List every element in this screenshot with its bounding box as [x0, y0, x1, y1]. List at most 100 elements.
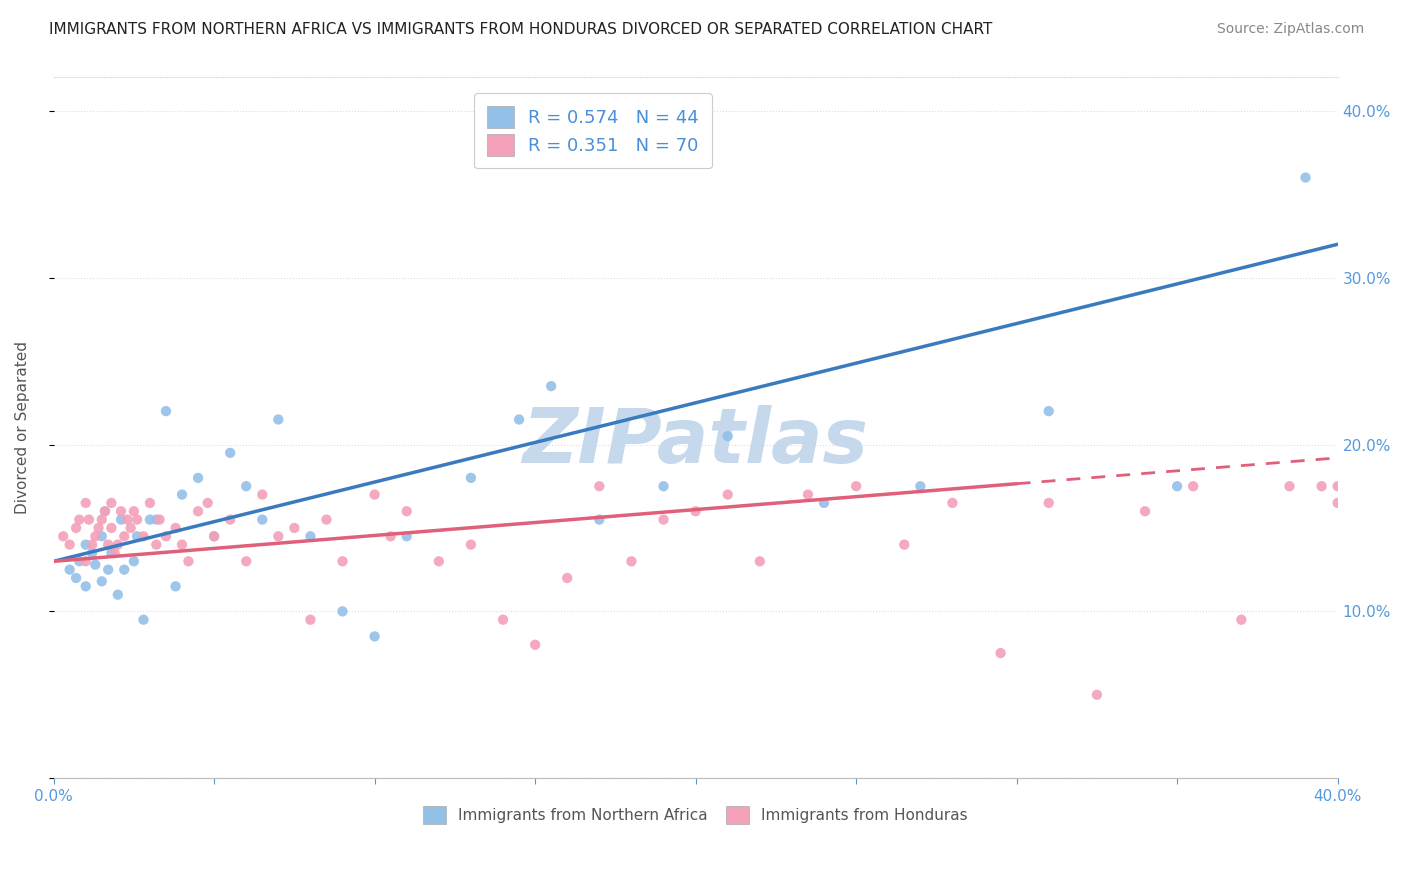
Point	[1038, 496, 1060, 510]
Point	[170, 538, 193, 552]
Point	[100, 521, 122, 535]
Point	[315, 513, 337, 527]
Point	[652, 513, 675, 527]
Point	[59, 563, 82, 577]
Point	[139, 496, 162, 510]
Point	[82, 546, 104, 560]
Point	[155, 404, 177, 418]
Point	[77, 513, 100, 527]
Point	[797, 487, 820, 501]
Text: Source: ZipAtlas.com: Source: ZipAtlas.com	[1216, 22, 1364, 37]
Point	[59, 538, 82, 552]
Point	[1278, 479, 1301, 493]
Point	[332, 604, 354, 618]
Point	[492, 613, 515, 627]
Point	[524, 638, 547, 652]
Point	[65, 571, 87, 585]
Point	[52, 529, 75, 543]
Point	[235, 554, 257, 568]
Point	[202, 529, 225, 543]
Text: IMMIGRANTS FROM NORTHERN AFRICA VS IMMIGRANTS FROM HONDURAS DIVORCED OR SEPARATE: IMMIGRANTS FROM NORTHERN AFRICA VS IMMIG…	[49, 22, 993, 37]
Point	[363, 487, 385, 501]
Point	[104, 546, 127, 560]
Point	[170, 487, 193, 501]
Point	[165, 521, 187, 535]
Point	[202, 529, 225, 543]
Point	[132, 613, 155, 627]
Point	[395, 504, 418, 518]
Point	[941, 496, 963, 510]
Point	[1133, 504, 1156, 518]
Point	[139, 513, 162, 527]
Point	[717, 429, 740, 443]
Point	[813, 496, 835, 510]
Point	[112, 529, 135, 543]
Point	[267, 412, 290, 426]
Point	[155, 529, 177, 543]
Point	[1295, 170, 1317, 185]
Point	[94, 504, 117, 518]
Point	[97, 563, 120, 577]
Point	[125, 529, 148, 543]
Point	[460, 471, 482, 485]
Point	[508, 412, 530, 426]
Point	[380, 529, 402, 543]
Point	[235, 479, 257, 493]
Point	[75, 554, 97, 568]
Point	[87, 521, 110, 535]
Point	[197, 496, 219, 510]
Point	[685, 504, 707, 518]
Point	[100, 546, 122, 560]
Legend: Immigrants from Northern Africa, Immigrants from Honduras: Immigrants from Northern Africa, Immigra…	[413, 797, 977, 834]
Point	[148, 513, 170, 527]
Point	[283, 521, 305, 535]
Point	[1085, 688, 1108, 702]
Point	[90, 574, 112, 589]
Point	[94, 504, 117, 518]
Point	[1182, 479, 1205, 493]
Point	[145, 538, 167, 552]
Point	[395, 529, 418, 543]
Point	[90, 529, 112, 543]
Point	[120, 521, 142, 535]
Point	[1166, 479, 1188, 493]
Point	[110, 504, 132, 518]
Point	[75, 538, 97, 552]
Point	[107, 588, 129, 602]
Point	[893, 538, 915, 552]
Point	[267, 529, 290, 543]
Point	[1310, 479, 1333, 493]
Point	[299, 529, 322, 543]
Point	[90, 513, 112, 527]
Point	[540, 379, 562, 393]
Point	[990, 646, 1012, 660]
Point	[145, 513, 167, 527]
Point	[588, 479, 610, 493]
Point	[1038, 404, 1060, 418]
Point	[363, 629, 385, 643]
Point	[219, 446, 242, 460]
Point	[555, 571, 578, 585]
Point	[332, 554, 354, 568]
Point	[460, 538, 482, 552]
Point	[67, 513, 90, 527]
Point	[252, 487, 274, 501]
Point	[177, 554, 200, 568]
Point	[299, 613, 322, 627]
Point	[125, 513, 148, 527]
Point	[75, 579, 97, 593]
Point	[110, 513, 132, 527]
Point	[910, 479, 932, 493]
Point	[132, 529, 155, 543]
Point	[84, 558, 107, 572]
Point	[717, 487, 740, 501]
Point	[427, 554, 450, 568]
Point	[187, 504, 209, 518]
Point	[652, 479, 675, 493]
Point	[112, 563, 135, 577]
Point	[748, 554, 770, 568]
Point	[82, 538, 104, 552]
Point	[252, 513, 274, 527]
Point	[84, 529, 107, 543]
Point	[117, 513, 139, 527]
